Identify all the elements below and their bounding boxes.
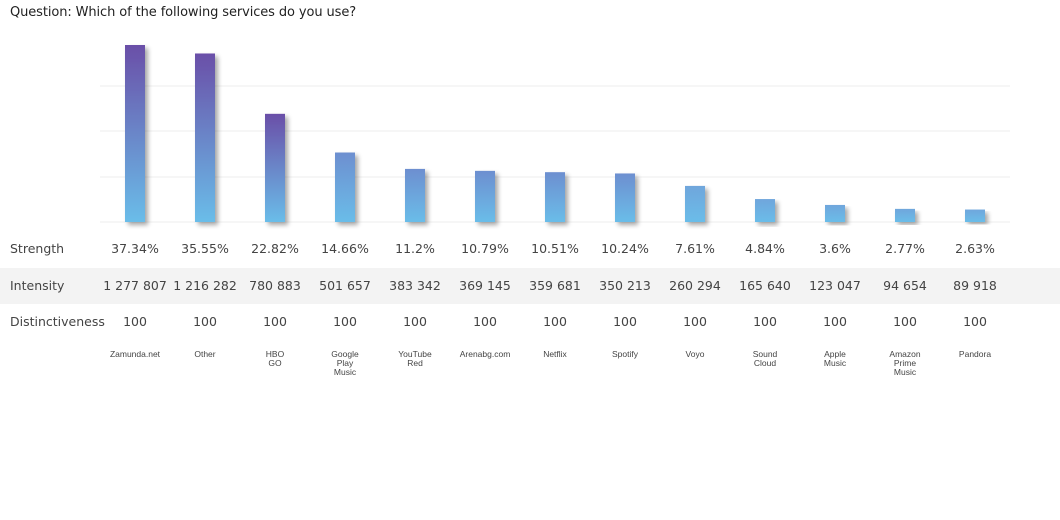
distinctiveness-value: 100 <box>683 314 707 329</box>
intensity-value: 501 657 <box>319 278 371 293</box>
distinctiveness-value: 100 <box>753 314 777 329</box>
strength-value: 22.82% <box>251 241 299 256</box>
category-label: Arenabg.com <box>459 349 511 359</box>
intensity-value: 359 681 <box>529 278 581 293</box>
bar-chart <box>100 45 1010 223</box>
bar <box>895 208 915 222</box>
bar <box>125 45 145 222</box>
strength-value: 35.55% <box>181 241 229 256</box>
bar <box>825 204 845 222</box>
distinctiveness-row-label: Distinctiveness <box>10 314 105 329</box>
intensity-value: 165 640 <box>739 278 791 293</box>
intensity-value: 94 654 <box>883 278 927 293</box>
distinctiveness-value: 100 <box>333 314 357 329</box>
intensity-value: 780 883 <box>249 278 301 293</box>
intensity-row-label: Intensity <box>10 278 65 293</box>
distinctiveness-value: 100 <box>123 314 147 329</box>
intensity-value: 383 342 <box>389 278 441 293</box>
intensity-value: 350 213 <box>599 278 651 293</box>
bar <box>615 173 635 222</box>
category-label: Zamunda.net <box>109 349 161 359</box>
strength-value: 2.77% <box>885 241 925 256</box>
distinctiveness-value: 100 <box>963 314 987 329</box>
bar <box>545 172 565 222</box>
distinctiveness-value: 100 <box>263 314 287 329</box>
distinctiveness-value: 100 <box>613 314 637 329</box>
strength-value: 37.34% <box>111 241 159 256</box>
distinctiveness-value: 100 <box>473 314 497 329</box>
bar <box>755 199 775 222</box>
bar <box>475 170 495 222</box>
distinctiveness-value: 100 <box>543 314 567 329</box>
strength-value: 10.79% <box>461 241 509 256</box>
category-label: Netflix <box>543 349 567 359</box>
bar <box>335 152 355 222</box>
intensity-value: 89 918 <box>953 278 997 293</box>
bar <box>965 209 985 222</box>
strength-value: 10.51% <box>531 241 579 256</box>
intensity-value: 1 216 282 <box>173 278 237 293</box>
bars <box>125 45 985 223</box>
strength-value: 2.63% <box>955 241 995 256</box>
distinctiveness-value: 100 <box>193 314 217 329</box>
intensity-value: 1 277 807 <box>103 278 167 293</box>
intensity-value: 369 145 <box>459 278 511 293</box>
strength-row-label: Strength <box>10 241 65 256</box>
category-label: Pandora <box>958 349 992 359</box>
category-label: YouTube Red <box>398 349 432 368</box>
category-label: Amazon Prime Music <box>889 349 921 377</box>
bar <box>195 53 215 223</box>
distinctiveness-value: 100 <box>893 314 917 329</box>
intensity-value: 123 047 <box>809 278 861 293</box>
strength-row: Strength 37.34% 35.55% 22.82% 14.66% 11.2% 10… <box>0 231 1060 267</box>
category-label: Voyo <box>685 349 705 359</box>
distinctiveness-value: 100 <box>823 314 847 329</box>
category-label: Other <box>194 349 216 359</box>
strength-value: 11.2% <box>395 241 435 256</box>
category-label: HBO GO <box>265 349 285 368</box>
strength-value: 3.6% <box>819 241 851 256</box>
strength-value: 7.61% <box>675 241 715 256</box>
bar <box>405 168 425 222</box>
category-label: Sound Cloud <box>752 349 778 368</box>
category-label: Apple Music <box>823 349 847 368</box>
bar <box>685 185 705 222</box>
category-label: Google Play Music <box>331 349 359 377</box>
category-label: Spotify <box>612 349 638 359</box>
bar <box>265 113 285 222</box>
distinctiveness-row: Distinctiveness 100 100 100 100 100 100 100 100… <box>0 304 1060 340</box>
distinctiveness-value: 100 <box>403 314 427 329</box>
strength-value: 10.24% <box>601 241 649 256</box>
intensity-row: Intensity 1 277 807 1 216 282 780 883 501 6… <box>0 268 1060 304</box>
strength-value: 4.84% <box>745 241 785 256</box>
intensity-value: 260 294 <box>669 278 721 293</box>
strength-value: 14.66% <box>321 241 369 256</box>
question-title: Question: Which of the following service… <box>10 5 357 20</box>
